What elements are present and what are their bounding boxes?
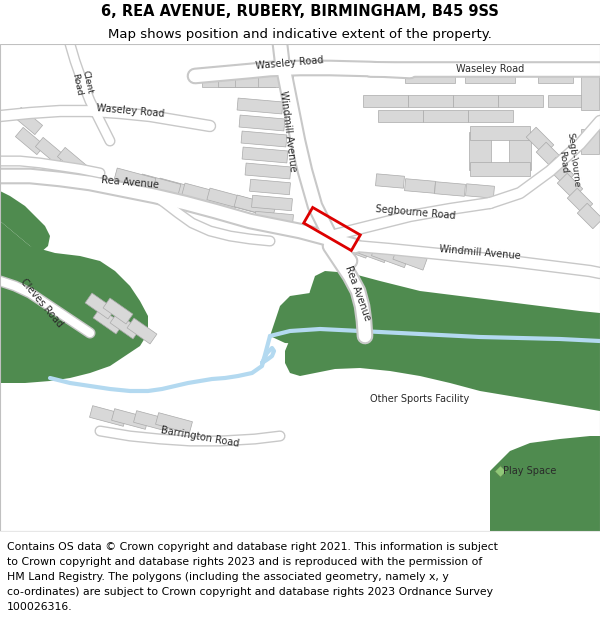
Text: Segb‐\ourne
Road: Segb‐\ourne Road xyxy=(555,132,581,189)
Polygon shape xyxy=(405,69,455,83)
Polygon shape xyxy=(241,131,287,147)
Polygon shape xyxy=(234,195,276,217)
Polygon shape xyxy=(577,203,600,229)
Polygon shape xyxy=(58,148,86,174)
Polygon shape xyxy=(114,168,156,190)
Polygon shape xyxy=(235,75,275,87)
Polygon shape xyxy=(567,188,593,214)
Polygon shape xyxy=(376,174,404,188)
Polygon shape xyxy=(352,239,388,262)
Text: HM Land Registry. The polygons (including the associated geometry, namely x, y: HM Land Registry. The polygons (includin… xyxy=(7,572,449,582)
Polygon shape xyxy=(157,178,213,204)
Text: co-ordinates) are subject to Crown copyright and database rights 2023 Ordnance S: co-ordinates) are subject to Crown copyr… xyxy=(7,588,493,598)
Text: Waseley Road: Waseley Road xyxy=(95,103,164,119)
Polygon shape xyxy=(89,406,127,426)
Text: Windmill Avenue: Windmill Avenue xyxy=(278,90,298,172)
Polygon shape xyxy=(452,95,497,107)
Polygon shape xyxy=(155,412,193,433)
Polygon shape xyxy=(470,126,530,140)
Polygon shape xyxy=(13,107,43,134)
Polygon shape xyxy=(371,244,409,268)
Polygon shape xyxy=(546,158,574,185)
Polygon shape xyxy=(16,127,44,154)
Polygon shape xyxy=(134,411,170,431)
Polygon shape xyxy=(242,147,288,163)
Polygon shape xyxy=(202,75,242,87)
Polygon shape xyxy=(581,129,599,154)
Polygon shape xyxy=(0,191,50,253)
Polygon shape xyxy=(393,248,427,270)
Polygon shape xyxy=(270,293,345,344)
Polygon shape xyxy=(85,293,115,319)
Polygon shape xyxy=(245,163,291,179)
Polygon shape xyxy=(285,271,600,411)
Text: to Crown copyright and database rights 2023 and is reproduced with the permissio: to Crown copyright and database rights 2… xyxy=(7,558,482,568)
Text: Other Sports Facility: Other Sports Facility xyxy=(370,394,470,404)
Text: Clent
Road: Clent Road xyxy=(70,69,94,97)
Polygon shape xyxy=(434,182,466,196)
Polygon shape xyxy=(237,98,283,114)
Text: Contains OS data © Crown copyright and database right 2021. This information is : Contains OS data © Crown copyright and d… xyxy=(7,542,498,552)
Polygon shape xyxy=(538,69,572,83)
Text: Map shows position and indicative extent of the property.: Map shows position and indicative extent… xyxy=(108,28,492,41)
Text: 6, REA AVENUE, RUBERY, BIRMINGHAM, B45 9SS: 6, REA AVENUE, RUBERY, BIRMINGHAM, B45 9… xyxy=(101,4,499,19)
Polygon shape xyxy=(35,138,65,164)
Text: Play Space: Play Space xyxy=(503,466,557,476)
Polygon shape xyxy=(110,313,140,339)
Polygon shape xyxy=(581,72,599,110)
Text: Waseley Road: Waseley Road xyxy=(456,64,524,74)
Polygon shape xyxy=(127,318,157,344)
Text: Rea Avenue: Rea Avenue xyxy=(101,176,159,191)
Polygon shape xyxy=(490,436,600,531)
Polygon shape xyxy=(465,69,515,83)
Polygon shape xyxy=(469,132,491,170)
Polygon shape xyxy=(548,95,583,107)
Text: 100026316.: 100026316. xyxy=(7,602,73,612)
Polygon shape xyxy=(470,162,530,176)
Polygon shape xyxy=(250,179,290,195)
Text: Cleves Road: Cleves Road xyxy=(19,277,65,329)
Polygon shape xyxy=(182,183,238,209)
Text: Segbourne Road: Segbourne Road xyxy=(374,204,455,221)
Text: Rea Avenue: Rea Avenue xyxy=(343,264,373,322)
Polygon shape xyxy=(218,75,258,87)
Polygon shape xyxy=(407,95,452,107)
Text: Waseley Road: Waseley Road xyxy=(256,55,325,71)
Text: Windmill Avenue: Windmill Avenue xyxy=(439,244,521,261)
Polygon shape xyxy=(239,115,285,131)
Polygon shape xyxy=(509,132,531,170)
Polygon shape xyxy=(93,308,123,334)
Polygon shape xyxy=(0,221,148,383)
Polygon shape xyxy=(257,75,293,87)
Polygon shape xyxy=(254,211,293,227)
Polygon shape xyxy=(467,110,512,122)
Polygon shape xyxy=(466,184,494,198)
Polygon shape xyxy=(497,95,542,107)
Polygon shape xyxy=(103,298,133,324)
Polygon shape xyxy=(536,142,564,170)
Text: Barrington Road: Barrington Road xyxy=(160,425,240,449)
Polygon shape xyxy=(251,195,292,211)
Polygon shape xyxy=(557,173,583,199)
Polygon shape xyxy=(207,188,263,214)
Polygon shape xyxy=(362,95,407,107)
Polygon shape xyxy=(139,174,181,196)
Polygon shape xyxy=(112,409,148,429)
Polygon shape xyxy=(422,110,467,122)
Polygon shape xyxy=(404,179,436,193)
Polygon shape xyxy=(526,127,554,155)
Polygon shape xyxy=(330,234,370,258)
Polygon shape xyxy=(377,110,422,122)
